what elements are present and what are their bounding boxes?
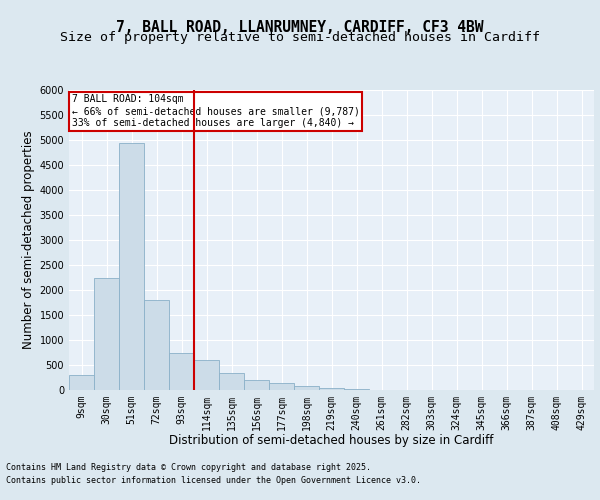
Bar (219, 372, 244, 390)
Bar (119, 142, 144, 390)
Bar (169, 352, 194, 390)
Bar (294, 386, 319, 390)
Bar (69, 375, 94, 390)
Text: Contains HM Land Registry data © Crown copyright and database right 2025.: Contains HM Land Registry data © Crown c… (6, 464, 371, 472)
Bar (319, 388, 344, 390)
Text: Size of property relative to semi-detached houses in Cardiff: Size of property relative to semi-detach… (60, 31, 540, 44)
Text: 7 BALL ROAD: 104sqm
← 66% of semi-detached houses are smaller (9,787)
33% of sem: 7 BALL ROAD: 104sqm ← 66% of semi-detach… (71, 94, 359, 128)
Text: 7, BALL ROAD, LLANRUMNEY, CARDIFF, CF3 4BW: 7, BALL ROAD, LLANRUMNEY, CARDIFF, CF3 4… (116, 20, 484, 35)
Bar (344, 389, 369, 390)
Text: Contains public sector information licensed under the Open Government Licence v3: Contains public sector information licen… (6, 476, 421, 485)
Bar (244, 380, 269, 390)
Bar (94, 278, 119, 390)
Bar (144, 300, 169, 390)
X-axis label: Distribution of semi-detached houses by size in Cardiff: Distribution of semi-detached houses by … (169, 434, 494, 448)
Bar (194, 360, 219, 390)
Y-axis label: Number of semi-detached properties: Number of semi-detached properties (22, 130, 35, 350)
Bar (269, 382, 294, 390)
